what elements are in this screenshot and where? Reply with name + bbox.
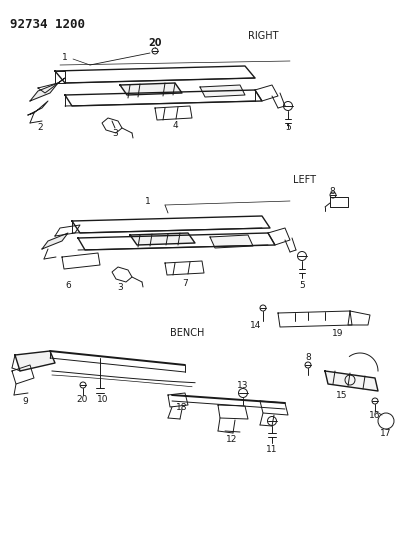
Text: 19: 19 [332,328,344,337]
Text: 1: 1 [62,53,68,62]
Text: 2: 2 [37,124,43,133]
Polygon shape [200,85,245,97]
Text: 15: 15 [336,392,348,400]
Text: 20: 20 [76,395,88,405]
Polygon shape [120,83,182,95]
Text: 5: 5 [299,280,305,289]
Text: 10: 10 [97,395,109,405]
Text: 20: 20 [148,38,162,48]
Text: 14: 14 [250,320,262,329]
Text: 6: 6 [65,280,71,289]
Polygon shape [42,233,68,249]
Text: BENCH: BENCH [170,328,204,338]
Text: 3: 3 [112,128,118,138]
Text: 11: 11 [266,445,278,454]
Polygon shape [15,351,55,371]
Text: LEFT: LEFT [293,175,316,185]
Text: 3: 3 [117,282,123,292]
Polygon shape [210,235,253,248]
Text: 92734 1200: 92734 1200 [10,18,85,31]
Text: 1: 1 [145,197,151,206]
Polygon shape [325,371,378,391]
Polygon shape [30,83,58,101]
Text: 13: 13 [237,381,249,390]
Text: 18: 18 [176,403,188,413]
Text: 17: 17 [380,429,392,438]
Text: RIGHT: RIGHT [248,31,278,41]
Text: 12: 12 [226,435,238,445]
Text: 8: 8 [305,353,311,362]
Text: 5: 5 [285,124,291,133]
Text: 4: 4 [172,120,178,130]
Text: 9: 9 [22,397,28,406]
Polygon shape [130,233,195,245]
Text: 7: 7 [182,279,188,287]
Text: 16: 16 [369,410,381,419]
Text: 8: 8 [329,187,335,196]
